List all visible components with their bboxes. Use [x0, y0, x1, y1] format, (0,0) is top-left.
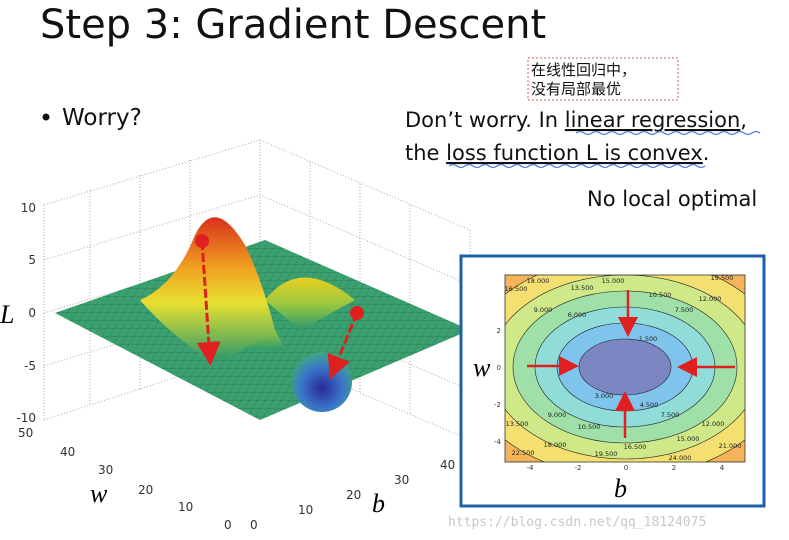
b-tick-label: 10 — [298, 503, 313, 517]
text: . — [703, 141, 710, 165]
slide-title: Step 3: Gradient Descent — [40, 2, 546, 48]
b-axis-label: b — [372, 489, 385, 518]
y-tick-label: -2 — [494, 401, 501, 409]
contour-label: 9.000 — [548, 411, 567, 419]
contour-label: 22.500 — [512, 449, 535, 457]
surface-pit — [292, 352, 352, 412]
bullet-text: Worry? — [62, 105, 142, 131]
bullet-dot — [42, 113, 50, 121]
contour-label: 15.000 — [677, 435, 700, 443]
b-tick-label: 20 — [346, 488, 361, 502]
contour-label: 13.500 — [506, 420, 529, 428]
y-tick-label: -4 — [494, 438, 502, 446]
z-tick-label: -10 — [16, 411, 36, 425]
surface-peak — [140, 217, 275, 360]
b-tick-label: 0 — [250, 518, 258, 532]
contour-label: 18.000 — [527, 277, 550, 285]
note-line: 没有局部最优 — [531, 80, 621, 98]
x-axis-label: b — [614, 474, 627, 503]
answer-line: the loss function L is convex. — [405, 141, 709, 165]
contour-label: 18.000 — [544, 441, 567, 449]
w-tick-label: 50 — [18, 426, 33, 440]
contour-label: 19.500 — [711, 274, 734, 282]
note-line: 在线性回归中， — [531, 61, 636, 79]
b-tick-label: 40 — [440, 458, 455, 472]
z-axis-label: L — [0, 300, 14, 329]
x-tick-label: -4 — [527, 464, 535, 472]
underlined-text: loss function L is convex — [446, 141, 703, 165]
z-tick-label: 0 — [28, 306, 36, 320]
contour-frame — [504, 274, 746, 463]
contour-label: 16.500 — [624, 443, 647, 451]
descent-arrow — [327, 312, 359, 380]
watermark: https://blog.csdn.net/qq_18124075 — [448, 515, 706, 530]
wavy-underline — [575, 130, 761, 136]
w-tick-label: 40 — [60, 445, 75, 459]
contour-label: 7.500 — [675, 306, 694, 314]
contour-label: 16.500 — [505, 285, 528, 293]
x-tick-label: 0 — [624, 464, 628, 472]
text: the — [405, 141, 446, 165]
w-tick-label: 10 — [178, 500, 193, 514]
w-tick-label: 20 — [138, 483, 153, 497]
x-tick-label: 2 — [672, 464, 676, 472]
contour-label: 15.000 — [602, 277, 625, 285]
contour-label: 7.500 — [661, 411, 680, 419]
descent-arrow — [196, 240, 221, 366]
surface-bump — [265, 277, 355, 330]
w-axis-label: w — [90, 479, 108, 508]
text: Don’t worry. In — [405, 108, 565, 132]
contour-label: 10.500 — [578, 423, 601, 431]
y-axis-label: w — [473, 353, 491, 382]
contour-label: 24.000 — [669, 454, 692, 462]
contour-label: 13.500 — [571, 284, 594, 292]
answer-line: Don’t worry. In linear regression, — [405, 108, 747, 132]
z-tick-label: 10 — [21, 201, 36, 215]
text: , — [740, 108, 747, 132]
b-tick-label: 30 — [394, 473, 409, 487]
contour-fill — [505, 275, 745, 462]
y-tick-label: 2 — [497, 327, 501, 335]
z-tick-label: 5 — [28, 253, 36, 267]
contour-label: 12.000 — [702, 420, 725, 428]
y-tick-label: 0 — [497, 364, 501, 372]
w-tick-label: 0 — [224, 518, 232, 532]
conclusion: No local optimal — [587, 187, 757, 211]
contour-label: 21.000 — [719, 442, 742, 450]
underlined-text: linear regression — [565, 108, 740, 132]
start-point — [195, 234, 209, 248]
contour-label: 6.000 — [568, 311, 587, 319]
x-tick-label: 4 — [720, 464, 725, 472]
start-point — [350, 306, 364, 320]
contour-label: 12.000 — [699, 295, 722, 303]
wavy-underline — [448, 163, 706, 169]
contour-label: 3.000 — [595, 392, 614, 400]
contour-label: 4.500 — [640, 401, 659, 409]
contour-label: 9.000 — [534, 306, 553, 314]
x-tick-label: -2 — [575, 464, 582, 472]
w-tick-label: 30 — [98, 463, 113, 477]
contour-label: 1.500 — [639, 335, 658, 343]
z-tick-label: -5 — [24, 359, 36, 373]
contour-label: 10.500 — [649, 291, 672, 299]
contour-label: 19.500 — [595, 450, 618, 458]
